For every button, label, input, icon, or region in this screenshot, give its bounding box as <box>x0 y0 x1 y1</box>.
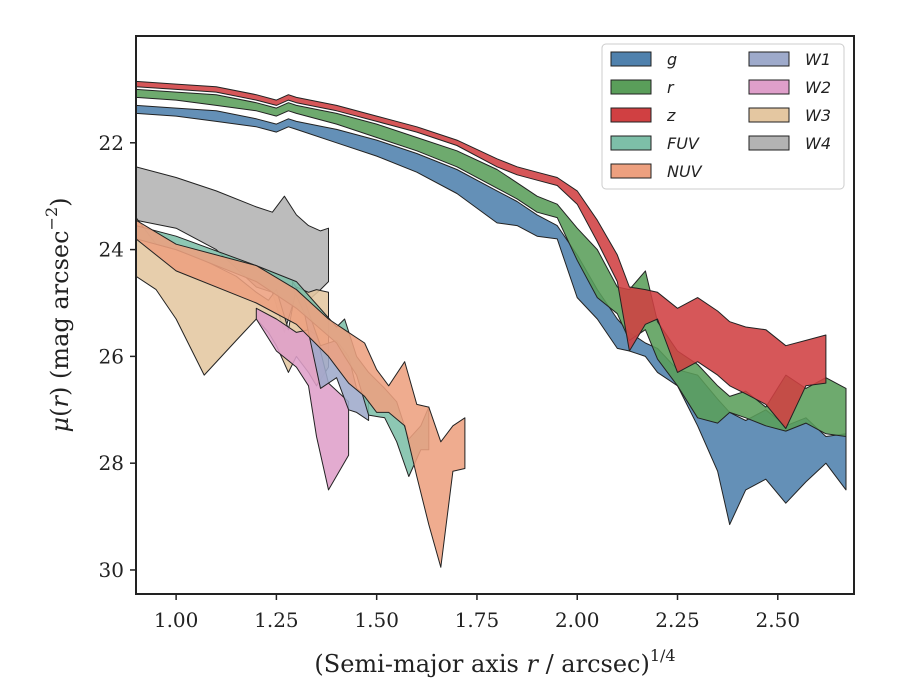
legend-label-w3: W3 <box>805 106 831 125</box>
legend-swatch-w2 <box>748 79 790 95</box>
legend-swatch-z <box>610 107 652 123</box>
x-tick-label: 1.00 <box>154 608 199 632</box>
legend-swatch-fuv <box>610 135 652 151</box>
x-tick-label: 2.25 <box>655 608 700 632</box>
legend: grz FUV NUV W1 W2 W3 W4 <box>601 43 845 190</box>
legend-swatch-w3 <box>748 107 790 123</box>
band-w2 <box>255 307 350 491</box>
legend-label-w2: W2 <box>805 78 831 97</box>
y-tick-label: 24 <box>99 238 124 262</box>
legend-label-z: z <box>666 106 676 125</box>
legend-label-fuv: FUV <box>667 134 700 153</box>
axes-layer: 1.00 1.25 1.50 1.75 2.00 2.25 2.50 22 24 26 28 30 <box>99 35 855 632</box>
legend-swatch-g <box>610 51 652 67</box>
legend-swatch-r <box>610 79 652 95</box>
band-z <box>136 80 827 429</box>
legend-label-w1: W1 <box>805 50 831 69</box>
legend-label-w4: W4 <box>805 134 831 153</box>
legend-label-g: g <box>667 50 677 69</box>
band-g <box>136 104 847 526</box>
y-tick-label: 22 <box>99 131 124 155</box>
x-tick-label: 1.25 <box>254 608 299 632</box>
y-tick-label: 26 <box>99 344 124 368</box>
band-nuv <box>136 219 466 568</box>
legend-swatch-nuv <box>610 163 652 179</box>
y-axis-title: μ(r) (mag arcsec−2) <box>42 197 74 432</box>
legend-label-nuv: NUV <box>667 162 703 181</box>
y-tick-label: 28 <box>99 451 124 475</box>
x-tick-label: 2.00 <box>555 608 600 632</box>
x-tick-label: 1.50 <box>354 608 399 632</box>
legend-swatch-w4 <box>748 135 790 151</box>
x-axis-title: (Semi-major axis r / arcsec)1/4 <box>314 646 675 678</box>
x-tick-label: 2.50 <box>756 608 801 632</box>
x-tick-label: 1.75 <box>455 608 500 632</box>
legend-swatch-w1 <box>748 51 790 67</box>
y-tick-label: 30 <box>99 558 124 582</box>
legend-label-r: r <box>667 78 675 97</box>
plot-frame <box>135 35 855 595</box>
bands-layer <box>136 80 847 568</box>
